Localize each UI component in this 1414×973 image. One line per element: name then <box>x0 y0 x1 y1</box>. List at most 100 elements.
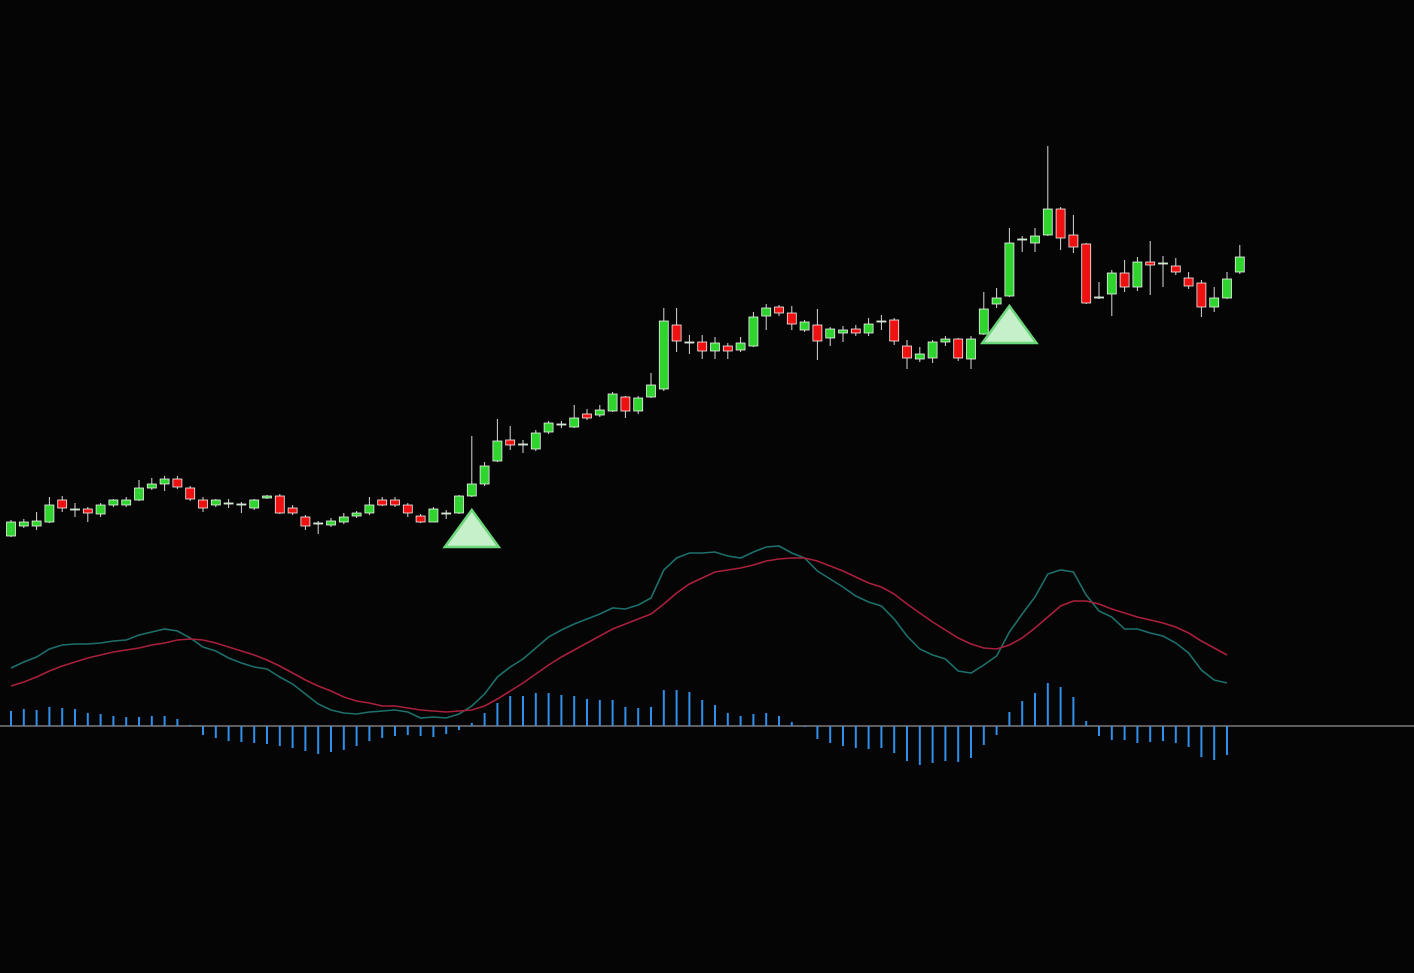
histogram-bar <box>1059 687 1062 726</box>
candle-body <box>1030 235 1040 244</box>
candle-body <box>1068 234 1079 248</box>
candle-body <box>671 324 682 342</box>
histogram-bar <box>291 726 294 748</box>
histogram-bar <box>342 726 345 750</box>
candle-body <box>172 478 183 488</box>
histogram-bar <box>650 707 652 726</box>
candle-body <box>390 499 400 506</box>
histogram-bar <box>458 726 460 730</box>
histogram-bar <box>931 726 934 763</box>
candle-body <box>530 432 541 450</box>
histogram-bar <box>611 700 614 726</box>
candle-body <box>44 504 55 523</box>
histogram-bar <box>829 726 832 743</box>
candle-body <box>620 396 631 412</box>
candle-body <box>876 320 887 323</box>
histogram-bar <box>176 719 179 726</box>
candle-body <box>684 341 695 344</box>
histogram-bar <box>1123 726 1126 740</box>
histogram-bar <box>906 726 908 761</box>
candle-body <box>569 417 580 428</box>
histogram-bar <box>778 716 780 726</box>
candle-body <box>121 499 132 506</box>
candle-body <box>262 495 272 499</box>
candle-body <box>953 338 964 359</box>
candle-body <box>1004 242 1015 297</box>
histogram-bar <box>803 726 806 727</box>
candle-body <box>236 503 247 506</box>
candle-body <box>710 342 720 352</box>
histogram-bar <box>867 726 870 749</box>
candle-body <box>1106 272 1117 295</box>
histogram-bar <box>227 726 230 741</box>
histogram-bar <box>1098 726 1100 736</box>
histogram-bar <box>1200 726 1203 757</box>
candle-body <box>799 321 810 331</box>
histogram-bar <box>330 726 332 752</box>
histogram-bar <box>74 709 76 726</box>
candle-body <box>428 508 439 523</box>
histogram-bar <box>1187 726 1190 747</box>
candle-body <box>313 522 324 525</box>
candle-body <box>454 495 464 514</box>
candle-body <box>1055 208 1066 239</box>
histogram-bar <box>99 714 102 726</box>
macd-line <box>10 545 1228 719</box>
candle-body <box>159 478 170 485</box>
histogram-bar <box>726 713 729 726</box>
histogram-bar <box>1226 726 1228 755</box>
candle-body <box>1017 238 1028 241</box>
candle-body <box>505 439 516 446</box>
candle-body <box>223 502 234 505</box>
histogram-bar <box>752 714 755 726</box>
candle-body <box>825 328 836 339</box>
histogram-bar <box>918 726 921 765</box>
histogram-bar <box>1008 712 1011 726</box>
histogram-bar <box>995 726 998 735</box>
histogram-bar <box>842 726 844 746</box>
histogram-bar <box>125 717 128 726</box>
histogram-bar <box>739 716 742 726</box>
histogram-bar <box>112 716 115 726</box>
histogram-bar <box>22 709 25 726</box>
candle-body <box>415 515 426 523</box>
histogram-bar <box>714 705 716 726</box>
candle-body <box>1170 265 1181 273</box>
candle-body <box>774 306 784 314</box>
candle-body <box>1145 261 1156 266</box>
histogram-bar <box>816 726 819 739</box>
histogram-bar <box>662 690 665 726</box>
candle-body <box>518 443 528 446</box>
candle-body <box>1196 282 1207 308</box>
candle-body <box>914 353 925 360</box>
candle-body <box>978 308 989 335</box>
histogram-bar <box>675 690 678 726</box>
histogram-bar <box>48 707 51 726</box>
candle-body <box>646 384 656 398</box>
histogram-bar <box>790 722 793 726</box>
candle-body <box>18 521 29 527</box>
candle-body <box>594 409 605 416</box>
candle-body <box>735 342 746 351</box>
histogram-bar <box>138 717 140 726</box>
histogram-bar <box>522 696 524 726</box>
candle-body <box>761 307 772 317</box>
histogram-bar <box>573 696 576 726</box>
histogram-bar <box>1136 726 1139 743</box>
histogram-bar <box>1174 726 1177 743</box>
candle-body <box>249 499 260 509</box>
candle-body <box>748 316 759 347</box>
candle-body <box>1094 296 1104 299</box>
histogram-bar <box>368 726 371 741</box>
histogram-bar <box>35 710 38 726</box>
candle-body <box>402 504 413 514</box>
candle-body <box>556 423 567 426</box>
histogram-bar <box>496 703 499 726</box>
candle-body <box>850 328 861 334</box>
histogram-bar <box>893 726 896 753</box>
histogram-bar <box>419 726 422 736</box>
histogram-bar <box>214 726 217 738</box>
candle-body <box>466 483 477 497</box>
candle-body <box>57 499 68 509</box>
